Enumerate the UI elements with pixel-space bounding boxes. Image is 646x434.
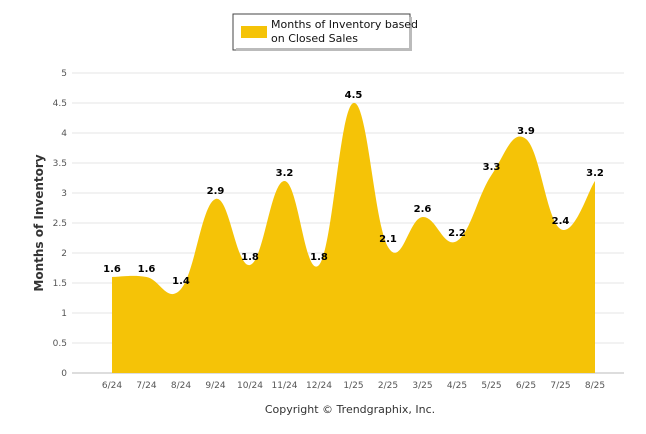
x-tick-label: 11/24	[272, 381, 298, 391]
data-label: 2.6	[414, 204, 432, 215]
y-tick-label: 5	[61, 69, 67, 79]
x-tick-label: 7/25	[550, 381, 570, 391]
x-tick-label: 10/24	[237, 381, 263, 391]
y-tick-label: 2.5	[53, 219, 67, 229]
legend-swatch	[241, 26, 267, 38]
data-label: 2.4	[552, 216, 570, 227]
x-tick-label: 8/24	[171, 381, 191, 391]
x-axis-ticks: 6/24 7/24 8/24 9/24 10/24 11/24 12/24 1/25 2/25 3…	[102, 381, 605, 391]
y-axis-label: Months of Inventory	[32, 154, 46, 291]
data-label: 3.2	[586, 168, 604, 179]
legend-line-1: Months of Inventory based	[271, 18, 418, 31]
y-tick-label: 0	[61, 369, 67, 379]
x-tick-label: 8/25	[585, 381, 605, 391]
x-tick-label: 6/25	[516, 381, 536, 391]
data-label: 3.2	[276, 168, 294, 179]
data-label: 1.8	[241, 252, 259, 263]
x-tick-label: 3/25	[412, 381, 432, 391]
y-tick-label: 1.5	[53, 279, 67, 289]
data-labels: 1.6 1.6 1.4 2.9 1.8 3.2 1.8 4.5 2.1 2.6 2.2 3.3 3.9 2…	[103, 90, 604, 287]
x-tick-label: 1/25	[343, 381, 363, 391]
y-tick-label: 4.5	[53, 99, 67, 109]
data-label: 4.5	[345, 90, 363, 101]
x-tick-label: 9/24	[205, 381, 225, 391]
data-label: 1.6	[138, 264, 156, 275]
data-label: 1.4	[172, 276, 190, 287]
x-tick-label: 7/24	[136, 381, 156, 391]
x-tick-label: 6/24	[102, 381, 122, 391]
y-tick-label: 1	[61, 309, 67, 319]
x-tick-label: 12/24	[306, 381, 332, 391]
y-tick-label: 2	[61, 249, 67, 259]
data-label: 1.8	[310, 252, 328, 263]
y-tick-label: 4	[61, 129, 67, 139]
data-label: 2.1	[379, 234, 397, 245]
data-label: 1.6	[103, 264, 121, 275]
x-tick-label: 5/25	[481, 381, 501, 391]
series-area	[112, 102, 595, 374]
y-tick-label: 0.5	[53, 339, 67, 349]
legend: Months of Inventory based on Closed Sale…	[232, 13, 418, 51]
y-tick-label: 3.5	[53, 159, 67, 169]
data-label: 3.9	[517, 126, 535, 137]
data-label: 2.2	[448, 228, 466, 239]
y-axis-ticks: 0 0.5 1 1.5 2 2.5 3 3.5 4 4.5 5	[53, 69, 68, 379]
data-label: 3.3	[483, 162, 501, 173]
x-tick-label: 4/25	[447, 381, 467, 391]
copyright-footer: Copyright © Trendgraphix, Inc.	[265, 403, 435, 416]
legend-line-2: on Closed Sales	[271, 32, 358, 45]
x-tick-label: 2/25	[378, 381, 398, 391]
y-tick-label: 3	[61, 189, 67, 199]
data-label: 2.9	[207, 186, 225, 197]
